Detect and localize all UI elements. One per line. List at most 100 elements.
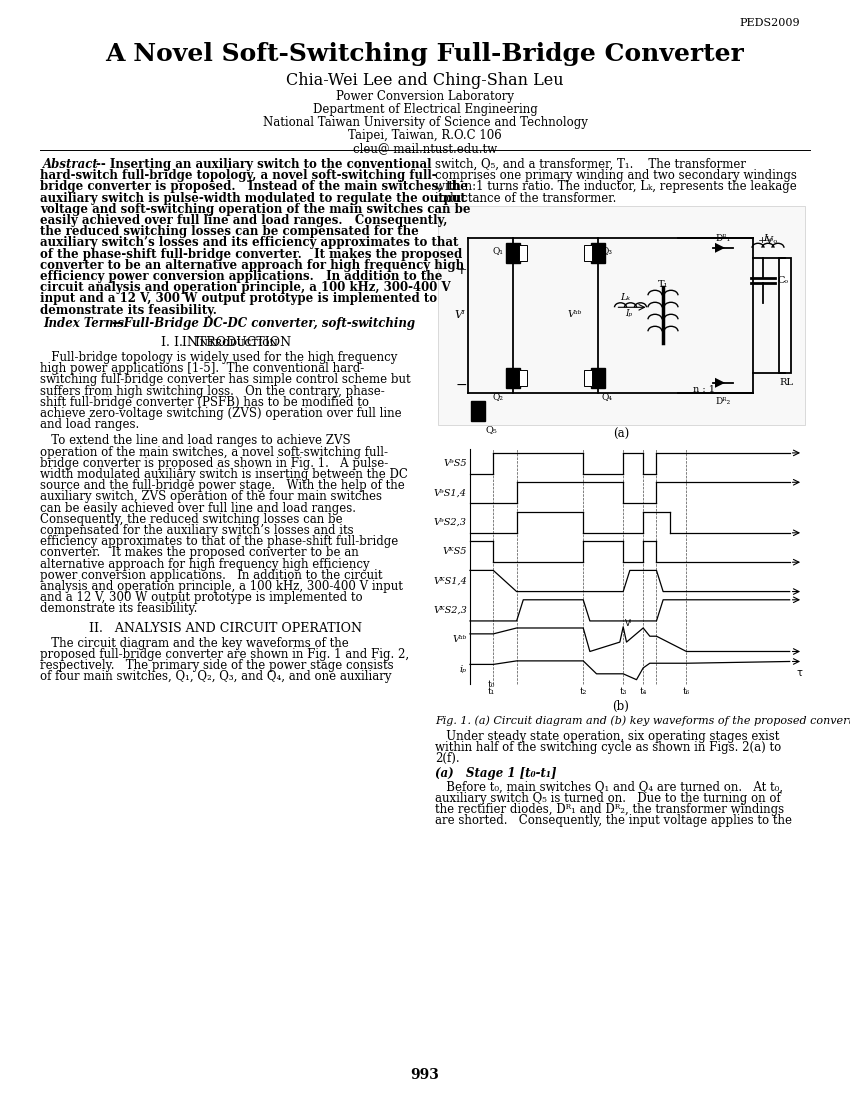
Text: (b): (b) — [613, 700, 630, 713]
Text: analysis and operation principle, a 100 kHz, 300-400 V input: analysis and operation principle, a 100 … — [40, 580, 403, 593]
Text: Department of Electrical Engineering: Department of Electrical Engineering — [313, 103, 537, 116]
Text: Dᴿ₁: Dᴿ₁ — [715, 234, 730, 243]
Bar — [591, 243, 605, 263]
Text: Under steady state operation, six operating stages exist: Under steady state operation, six operat… — [435, 729, 779, 743]
Text: Vᴵ: Vᴵ — [626, 619, 632, 628]
Text: circuit analysis and operation principle, a 100 kHz, 300-400 V: circuit analysis and operation principle… — [40, 282, 450, 294]
Text: National Taiwan University of Science and Technology: National Taiwan University of Science an… — [263, 116, 587, 129]
Text: auxiliary switch Q₅ is turned on.   Due to the turning on of: auxiliary switch Q₅ is turned on. Due to… — [435, 792, 781, 805]
Text: t₁: t₁ — [488, 686, 495, 696]
Text: of four main switches, Q₁, Q₂, Q₃, and Q₄, and one auxiliary: of four main switches, Q₁, Q₂, Q₃, and Q… — [40, 670, 392, 683]
Text: demonstrate its feasibility.: demonstrate its feasibility. — [40, 304, 217, 317]
Text: t₄: t₄ — [639, 686, 647, 696]
Text: RL: RL — [779, 377, 793, 387]
Text: Vᴵ: Vᴵ — [454, 310, 465, 320]
Text: Q₅: Q₅ — [486, 425, 498, 433]
Bar — [438, 206, 805, 425]
Text: 2(f).: 2(f). — [435, 752, 460, 766]
Text: comprises one primary winding and two secondary windings: comprises one primary winding and two se… — [435, 169, 796, 183]
Text: I.   INTRODUCTION: I. INTRODUCTION — [161, 336, 291, 349]
Text: t₂: t₂ — [580, 686, 586, 696]
Text: VᵊS5: VᵊS5 — [444, 459, 467, 468]
Text: demonstrate its feasibility.: demonstrate its feasibility. — [40, 603, 197, 615]
Text: power conversion applications.   In addition to the circuit: power conversion applications. In additi… — [40, 569, 382, 582]
Text: are shorted.   Consequently, the input voltage applies to the: are shorted. Consequently, the input vol… — [435, 814, 792, 827]
Text: t₀: t₀ — [488, 680, 495, 689]
Text: VᴷS5: VᴷS5 — [443, 547, 467, 557]
Text: -- Inserting an auxiliary switch to the conventional: -- Inserting an auxiliary switch to the … — [96, 158, 432, 170]
Text: Q₁: Q₁ — [493, 245, 504, 255]
Text: n : 1: n : 1 — [693, 385, 715, 394]
Text: the rectifier diodes, Dᴿ₁ and Dᴿ₂, the transformer windings: the rectifier diodes, Dᴿ₁ and Dᴿ₂, the t… — [435, 803, 784, 816]
Text: t₆: t₆ — [683, 686, 690, 696]
Text: Abstract: Abstract — [43, 158, 99, 170]
Text: with n:1 turns ratio. The inductor, Lₖ, represents the leakage: with n:1 turns ratio. The inductor, Lₖ, … — [435, 180, 796, 194]
Text: switch, Q₅, and a transformer, T₁.    The transformer: switch, Q₅, and a transformer, T₁. The t… — [435, 158, 746, 170]
Text: Chia-Wei Lee and Ching-Shan Leu: Chia-Wei Lee and Ching-Shan Leu — [286, 72, 564, 89]
Text: (a): (a) — [613, 428, 629, 441]
Text: converter to be an alternative approach for high frequency high: converter to be an alternative approach … — [40, 258, 464, 272]
Text: VᴷS2,3: VᴷS2,3 — [434, 606, 467, 615]
Text: 993: 993 — [411, 1068, 439, 1082]
Text: (a)   Stage 1 [t₀-t₁]: (a) Stage 1 [t₀-t₁] — [435, 768, 557, 780]
Text: operation of the main switches, a novel soft-switching full-: operation of the main switches, a novel … — [40, 446, 388, 459]
Text: T₁: T₁ — [658, 280, 668, 289]
Text: +: + — [456, 263, 468, 277]
Text: cleu@ mail.ntust.edu.tw: cleu@ mail.ntust.edu.tw — [353, 142, 497, 155]
Text: converter.   It makes the proposed converter to be an: converter. It makes the proposed convert… — [40, 547, 359, 560]
Text: efficiency power conversion applications.   In addition to the: efficiency power conversion applications… — [40, 270, 442, 283]
Bar — [584, 245, 592, 261]
Text: and load ranges.: and load ranges. — [40, 418, 139, 431]
Text: I.   Iɴᴛʀᴏᴅᴜᴄᴛɪᴏɴ: I. Iɴᴛʀᴏᴅᴜᴄᴛɪᴏɴ — [174, 336, 278, 349]
Text: Full-bridge topology is widely used for the high frequency: Full-bridge topology is widely used for … — [40, 351, 397, 364]
Text: —Full-Bridge DC-DC converter, soft-switching: —Full-Bridge DC-DC converter, soft-switc… — [112, 317, 415, 330]
Text: Fig. 1. (a) Circuit diagram and (b) key waveforms of the proposed converter: Fig. 1. (a) Circuit diagram and (b) key … — [435, 716, 850, 726]
Text: Iₚ: Iₚ — [626, 309, 632, 318]
Text: auxiliary switch is pulse-width modulated to regulate the output: auxiliary switch is pulse-width modulate… — [40, 191, 466, 205]
Text: voltage and soft-switching operation of the main switches can be: voltage and soft-switching operation of … — [40, 202, 471, 216]
Text: Index Terms: Index Terms — [43, 317, 124, 330]
Text: achieve zero-voltage switching (ZVS) operation over full line: achieve zero-voltage switching (ZVS) ope… — [40, 407, 401, 420]
Text: A Novel Soft-Switching Full-Bridge Converter: A Novel Soft-Switching Full-Bridge Conve… — [105, 42, 745, 66]
Text: alternative approach for high frequency high efficiency: alternative approach for high frequency … — [40, 558, 370, 571]
Text: To extend the line and load ranges to achieve ZVS: To extend the line and load ranges to ac… — [40, 434, 350, 448]
Text: Vᵃᵇ: Vᵃᵇ — [568, 310, 582, 319]
Text: high power applications [1-5].  The conventional hard-: high power applications [1-5]. The conve… — [40, 362, 365, 375]
Text: width modulated auxiliary switch is inserting between the DC: width modulated auxiliary switch is inse… — [40, 468, 408, 481]
Text: Q₃: Q₃ — [602, 245, 613, 255]
Text: of the phase-shift full-bridge converter.   It makes the proposed: of the phase-shift full-bridge converter… — [40, 248, 462, 261]
Bar — [584, 370, 592, 386]
Text: Taipei, Taiwan, R.O.C 106: Taipei, Taiwan, R.O.C 106 — [348, 129, 502, 142]
Text: II.   ANALYSIS AND CIRCUIT OPERATION: II. ANALYSIS AND CIRCUIT OPERATION — [89, 621, 362, 635]
Text: VᵊS2,3: VᵊS2,3 — [434, 518, 467, 527]
Text: compensated for the auxiliary switch’s losses and its: compensated for the auxiliary switch’s l… — [40, 524, 354, 537]
Text: within half of the switching cycle as shown in Figs. 2(a) to: within half of the switching cycle as sh… — [435, 741, 781, 754]
Text: can be easily achieved over full line and load ranges.: can be easily achieved over full line an… — [40, 502, 356, 515]
Text: proposed full-bridge converter are shown in Fig. 1 and Fig. 2,: proposed full-bridge converter are shown… — [40, 648, 409, 661]
Text: source and the full-bridge power stage.   With the help of the: source and the full-bridge power stage. … — [40, 480, 405, 492]
Text: Lₒ: Lₒ — [763, 234, 774, 243]
Text: shift full-bridge converter (PSFB) has to be modified to: shift full-bridge converter (PSFB) has t… — [40, 396, 369, 409]
Text: The circuit diagram and the key waveforms of the: The circuit diagram and the key waveform… — [40, 637, 348, 650]
Text: Before t₀, main switches Q₁ and Q₄ are turned on.   At t₀,: Before t₀, main switches Q₁ and Q₄ are t… — [435, 781, 783, 793]
Text: input and a 12 V, 300 W output prototype is implemented to: input and a 12 V, 300 W output prototype… — [40, 293, 437, 306]
Text: bridge converter is proposed.   Instead of the main switches, the: bridge converter is proposed. Instead of… — [40, 180, 468, 194]
Text: Cₒ: Cₒ — [778, 276, 789, 285]
Bar — [519, 370, 527, 386]
Text: +Vₒ: +Vₒ — [758, 235, 779, 245]
Bar — [779, 257, 791, 373]
Text: respectively.   The primary side of the power stage consists: respectively. The primary side of the po… — [40, 659, 394, 672]
Text: Q₂: Q₂ — [493, 392, 504, 400]
Bar — [506, 367, 520, 388]
Text: auxiliary switch’s losses and its efficiency approximates to that: auxiliary switch’s losses and its effici… — [40, 236, 458, 250]
Text: auxiliary switch, ZVS operation of the four main switches: auxiliary switch, ZVS operation of the f… — [40, 491, 382, 504]
Text: Vᵃᵇ: Vᵃᵇ — [452, 635, 467, 645]
Text: bridge converter is proposed as shown in Fig. 1.   A pulse-: bridge converter is proposed as shown in… — [40, 456, 388, 470]
Text: −: − — [456, 377, 468, 392]
Text: switching full-bridge converter has simple control scheme but: switching full-bridge converter has simp… — [40, 373, 411, 386]
Bar — [506, 243, 520, 263]
Polygon shape — [715, 243, 725, 253]
Text: Q₄: Q₄ — [602, 392, 613, 400]
Text: efficiency approximates to that of the phase-shift full-bridge: efficiency approximates to that of the p… — [40, 536, 399, 548]
Text: and a 12 V, 300 W output prototype is implemented to: and a 12 V, 300 W output prototype is im… — [40, 591, 363, 604]
